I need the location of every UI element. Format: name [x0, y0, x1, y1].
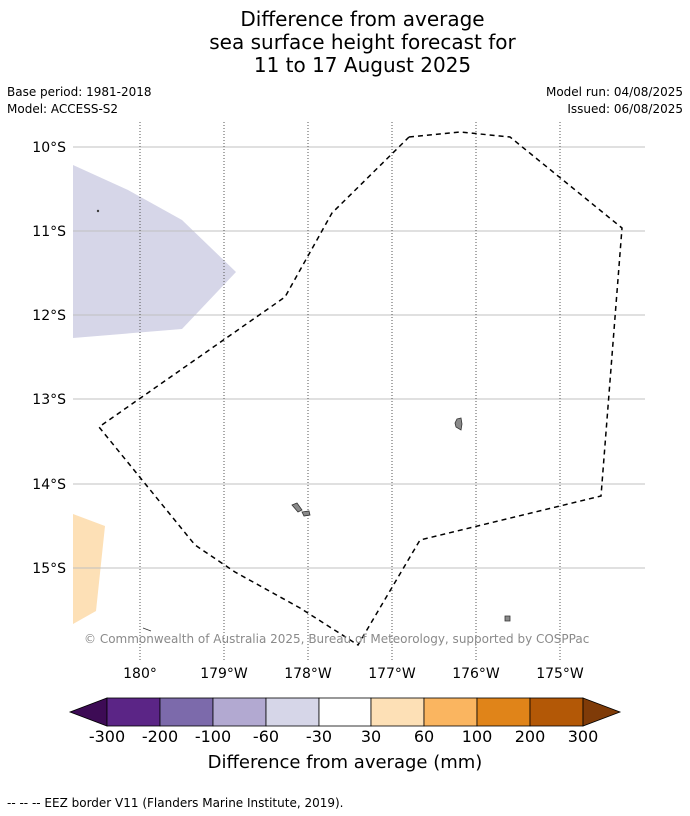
- lat-label-10s: 10°S: [32, 140, 66, 156]
- island-west-2: [301, 510, 311, 517]
- lat-label-14s: 14°S: [32, 477, 66, 493]
- colorbar-bin-5: [318, 697, 372, 727]
- title-line-1: Difference from average: [240, 7, 485, 31]
- colorbar-bin-6: [370, 697, 425, 727]
- eez-legend-note: -- -- -- EEZ border V11 (Flanders Marine…: [7, 796, 344, 810]
- title-line-2: sea surface height forecast for: [209, 30, 516, 54]
- lon-label-180: 180°: [123, 666, 157, 682]
- islands: [96, 209, 511, 632]
- colorbar-tick: -30: [305, 727, 333, 746]
- colorbar-bin-7: [423, 697, 478, 727]
- copyright-credit: © Commonwealth of Australia 2025, Bureau…: [84, 632, 590, 646]
- latitude-labels: 10°S 11°S 12°S 13°S 14°S 15°S: [32, 140, 66, 577]
- colorbar-tick: -60: [252, 727, 280, 746]
- lon-label-178w: 178°W: [284, 666, 332, 682]
- issued-date: Issued: 06/08/2025: [567, 102, 683, 116]
- lon-label-177w: 177°W: [368, 666, 416, 682]
- lon-label-175w: 175°W: [536, 666, 584, 682]
- colorbar-extend-high: [582, 697, 622, 727]
- colorbar-bin-8: [476, 697, 531, 727]
- colorbar-bin-2: [159, 697, 214, 727]
- latitude-gridlines: [73, 146, 645, 569]
- colorbar-tick: -200: [141, 727, 179, 746]
- colorbar-ticks: -300 -200 -100 -60 -30 30 60 100 200 300: [0, 727, 690, 749]
- positive-anomaly-region: [73, 514, 105, 624]
- colorbar-tick: 200: [514, 727, 546, 746]
- map-title: Difference from average sea surface heig…: [0, 8, 690, 77]
- island-east: [454, 417, 463, 431]
- model-run: Model run: 04/08/2025: [545, 85, 683, 99]
- colorbar-extend-low: [68, 697, 108, 727]
- forecast-map: 10°S 11°S 12°S 13°S 14°S 15°S 180° 179°W…: [32, 122, 645, 727]
- colorbar-bin-4: [265, 697, 320, 727]
- islet-northwest: [96, 209, 100, 213]
- colorbar-label: Difference from average (mm): [207, 752, 483, 773]
- island-southeast: [504, 615, 511, 622]
- model-name: Model: ACCESS-S2: [7, 102, 119, 116]
- base-period: Base period: 1981-2018: [7, 85, 152, 99]
- island-west-1: [291, 502, 303, 513]
- colorbar-tick: 300: [567, 727, 599, 746]
- lat-label-12s: 12°S: [32, 308, 66, 324]
- eez-border: [97, 131, 623, 647]
- lon-label-179w: 179°W: [200, 666, 248, 682]
- colorbar-tick: -100: [194, 727, 232, 746]
- colorbar-bin-9: [529, 697, 584, 727]
- base-info: Base period: 1981-2018 Model: ACCESS-S2: [7, 84, 152, 118]
- islet-south: [142, 627, 152, 632]
- colorbar-bin-1: [106, 697, 161, 727]
- negative-anomaly-region: [73, 165, 236, 338]
- colorbar-bin-3: [212, 697, 267, 727]
- longitude-labels: 180° 179°W 178°W 177°W 176°W 175°W: [123, 666, 584, 682]
- colorbar: [68, 697, 622, 727]
- colorbar-tick: 30: [360, 727, 382, 746]
- lat-label-11s: 11°S: [32, 224, 66, 240]
- longitude-gridlines: [139, 122, 561, 660]
- lat-label-15s: 15°S: [32, 561, 66, 577]
- title-line-3: 11 to 17 August 2025: [253, 53, 472, 77]
- colorbar-tick: -300: [88, 727, 126, 746]
- lat-label-13s: 13°S: [32, 392, 66, 408]
- colorbar-tick: 60: [413, 727, 435, 746]
- lon-label-176w: 176°W: [452, 666, 500, 682]
- colorbar-tick: 100: [461, 727, 493, 746]
- run-info: Model run: 04/08/2025 Issued: 06/08/2025: [546, 84, 683, 118]
